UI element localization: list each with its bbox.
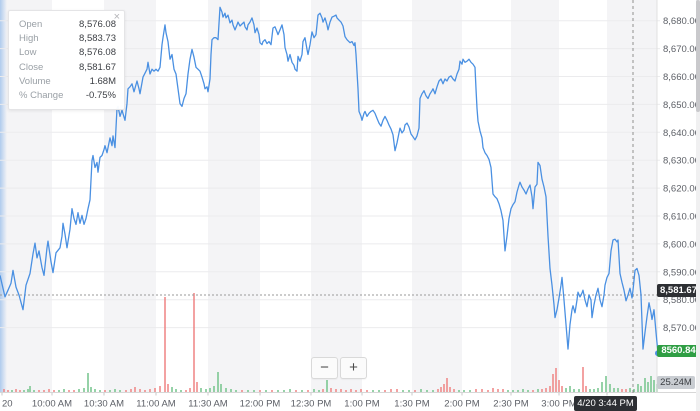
y-axis-label: 8,640.00 (663, 128, 700, 139)
legend-value: 8,576.08 (79, 47, 116, 59)
x-axis-label: 12:00 PM (240, 399, 281, 410)
legend-value: 8,576.08 (79, 19, 116, 30)
y-axis-label: 8,660.00 (663, 72, 700, 83)
legend-label: Close (19, 61, 44, 73)
x-axis-label: 2:00 PM (444, 399, 479, 410)
scrollbar-thumb[interactable] (696, 0, 700, 112)
zoom-controls: − + (311, 357, 367, 379)
prev-close-price-badge: 8,581.67 (657, 284, 700, 297)
legend-row-pct-change: % Change -0.75% (19, 89, 116, 103)
legend-value: 1.68M (89, 75, 116, 87)
legend-value: 8,581.67 (79, 61, 116, 73)
x-axis-label: 20 (2, 399, 13, 410)
x-axis-label: 1:30 PM (394, 399, 429, 410)
legend-label: % Change (19, 90, 64, 102)
x-axis-labels: 20 10:00 AM 10:30 AM 11:00 AM 11:30 AM 12:00 … (1, 392, 625, 410)
legend-label: Low (19, 47, 37, 59)
legend-value: -0.75% (85, 90, 116, 102)
ohlc-legend-card: × Open 8,576.08 High 8,583.73 Low 8,576.… (8, 10, 125, 111)
x-axis-label: 10:30 AM (84, 399, 124, 410)
x-axis-label: 1:00 PM (344, 399, 379, 410)
zoom-out-button[interactable]: − (311, 357, 338, 379)
legend-label: Open (19, 19, 43, 30)
y-axis-label: 8,670.00 (663, 44, 700, 55)
y-axis-label: 8,630.00 (663, 156, 700, 167)
y-axis-label: 8,680.00 (663, 16, 700, 27)
legend-row-high: High 8,583.73 (19, 32, 116, 46)
close-icon[interactable]: × (113, 11, 120, 23)
y-axis-label: 8,610.00 (663, 212, 700, 223)
last-price-badge: 8560.84 (657, 345, 700, 357)
legend-row-low: Low 8,576.08 (19, 46, 116, 60)
volume-axis-badge: 25.24M (657, 376, 695, 389)
scrollbar-track[interactable] (696, 0, 700, 411)
x-axis-label: 2:30 PM (493, 399, 528, 410)
session-start-glow (0, 0, 7, 393)
y-axis-label: 8,580.00 (663, 295, 700, 306)
y-axis-labels: 8,680.00 8,670.00 8,660.00 8,650.00 8,640.00… (663, 16, 700, 334)
legend-label: High (19, 33, 39, 45)
legend-row-close: Close 8,581.67 (19, 61, 116, 75)
y-axis-label: 8,570.00 (663, 323, 700, 334)
x-axis-label: 10:00 AM (32, 399, 72, 410)
legend-row-open: Open 8,576.08 (19, 18, 116, 32)
y-axis-label: 8,650.00 (663, 100, 700, 111)
x-axis-label: 3:00 PM (541, 399, 576, 410)
legend-row-volume: Volume 1.68M (19, 75, 116, 89)
y-axis-label: 8,590.00 (663, 267, 700, 278)
x-axis-label: 12:30 PM (291, 399, 332, 410)
y-axis-label: 8,620.00 (663, 184, 700, 195)
timestamp-badge: 4/20 3:44 PM (574, 396, 637, 411)
x-axis-label: 11:00 AM (136, 399, 176, 410)
legend-label: Volume (19, 75, 51, 87)
zoom-in-button[interactable]: + (340, 357, 367, 379)
y-axis-label: 8,600.00 (663, 239, 700, 250)
price-line (0, 6, 659, 354)
legend-value: 8,583.73 (79, 33, 116, 45)
volume-bars (3, 293, 658, 392)
x-axis-label: 11:30 AM (188, 399, 228, 410)
